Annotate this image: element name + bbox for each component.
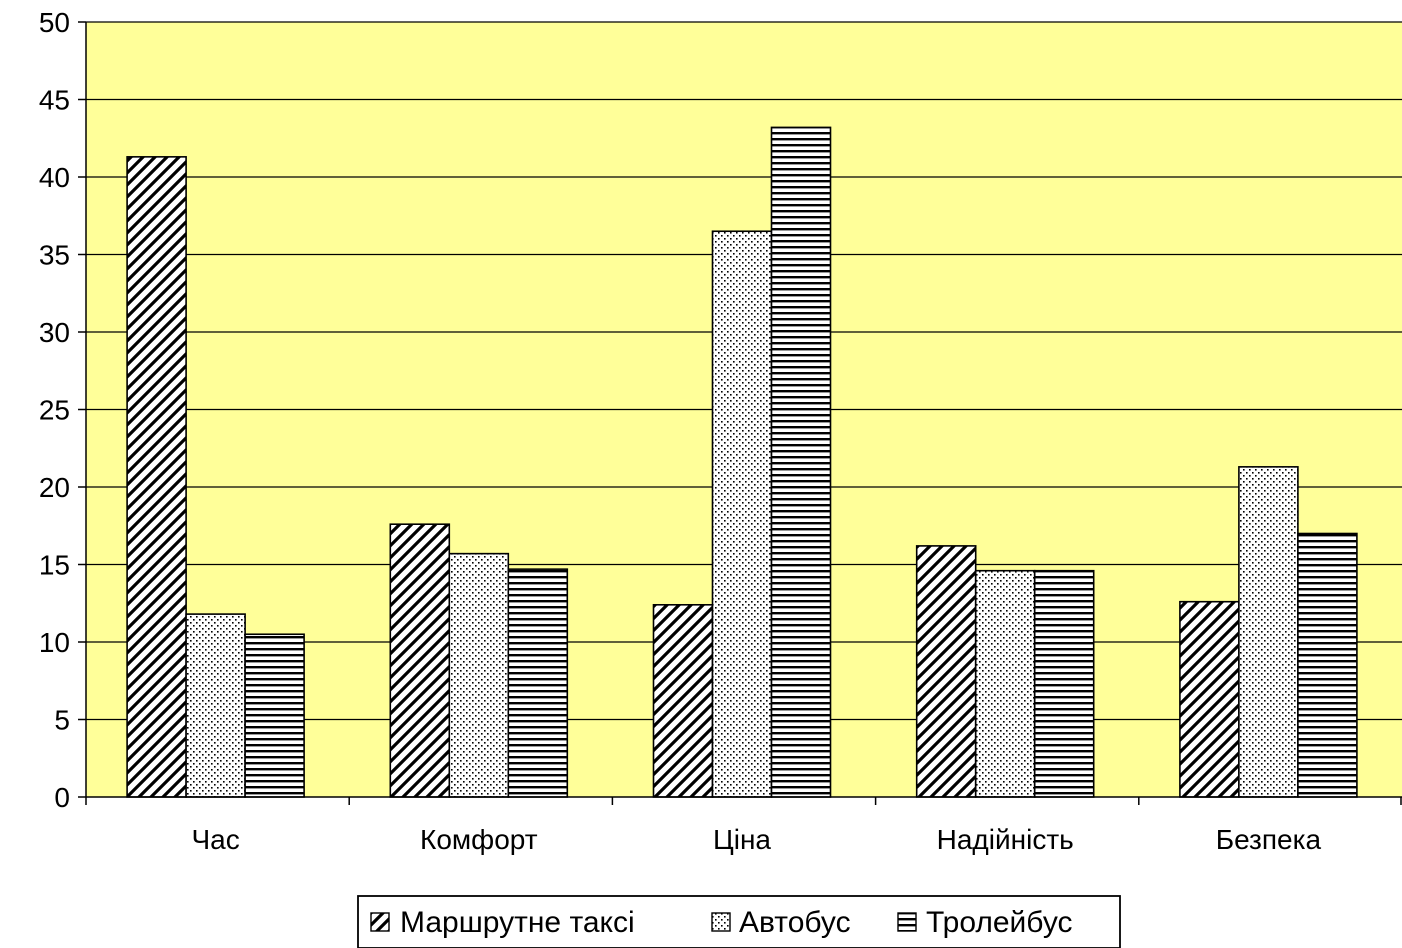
bar-2-2	[448, 552, 510, 798]
bar-3-5	[1297, 532, 1358, 798]
y-tick-label: 45	[39, 85, 70, 116]
x-axis: Час Комфорт Ціна Надійність Безпека	[85, 796, 1402, 855]
bar-1-3	[652, 603, 714, 798]
y-tick-label: 50	[39, 7, 70, 38]
bar-3-1	[244, 633, 305, 798]
y-tick-label: 0	[54, 782, 70, 813]
x-tick-label: Час	[191, 824, 239, 855]
y-tick-label: 40	[39, 162, 70, 193]
y-tick-label: 15	[39, 550, 70, 581]
y-tick-label: 10	[39, 627, 70, 658]
y-axis: 0 5 10 15 20 25 30 35 40 45 50	[39, 7, 87, 813]
legend-label-2: Автобус	[739, 906, 851, 939]
legend-label-3: Тролейбус	[926, 906, 1072, 939]
y-tick-label: 35	[39, 240, 70, 271]
x-tick-label: Ціна	[713, 824, 771, 855]
bar-1-5	[1179, 600, 1240, 798]
bar-1-1	[126, 156, 187, 798]
x-tick-label: Безпека	[1216, 824, 1322, 855]
bar-3-4	[1033, 569, 1095, 798]
bar-3-3	[770, 126, 832, 798]
y-tick-label: 25	[39, 395, 70, 426]
bar-2-5	[1238, 466, 1299, 798]
legend-label-1: Маршрутне таксі	[400, 906, 635, 939]
x-tick-label: Комфорт	[420, 824, 538, 855]
y-tick-label: 5	[54, 705, 70, 736]
x-tick-label: Надійність	[937, 824, 1074, 855]
legend-key-2	[711, 912, 731, 932]
bar-2-1	[185, 613, 246, 798]
legend-key-3	[897, 912, 917, 932]
y-tick-label: 20	[39, 472, 70, 503]
legend-box	[357, 895, 1121, 948]
bars	[126, 126, 1358, 798]
bar-3-2	[507, 568, 569, 798]
bar-1-2	[389, 523, 451, 798]
y-tick-label: 30	[39, 317, 70, 348]
legend-key-1	[370, 912, 390, 932]
bar-2-3	[711, 230, 773, 798]
bar-1-4	[915, 545, 977, 798]
legend: Маршрутне таксі Автобус Тролейбус	[357, 895, 1121, 948]
bar-2-4	[974, 569, 1036, 798]
